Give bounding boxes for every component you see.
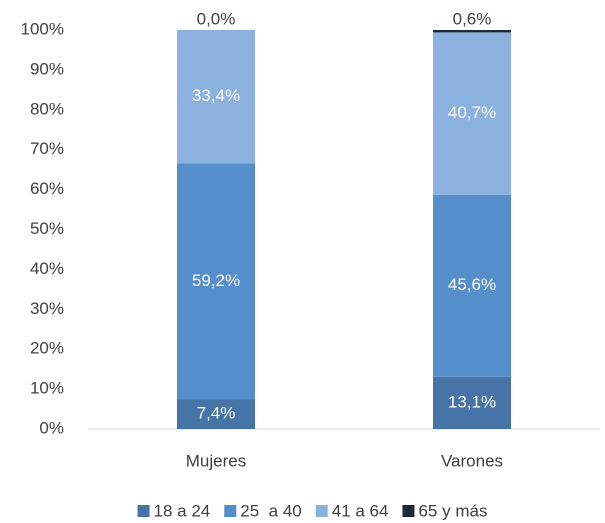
- value-label: 45,6%: [448, 275, 496, 294]
- bar-segment: [177, 399, 255, 429]
- bar-segment: [433, 32, 511, 195]
- bar-segment: [433, 194, 511, 377]
- x-tick-label: Varones: [441, 451, 503, 470]
- y-tick-label: 0%: [39, 418, 64, 437]
- y-tick-label: 60%: [30, 179, 64, 198]
- value-label: 59,2%: [192, 271, 240, 290]
- y-tick-label: 50%: [30, 219, 64, 238]
- y-tick-label: 100%: [21, 19, 64, 38]
- legend-swatch: [315, 505, 328, 517]
- bar-segment: [177, 163, 255, 400]
- legend-swatch: [137, 505, 150, 517]
- value-label: 0,6%: [453, 9, 492, 28]
- value-label: 33,4%: [192, 86, 240, 105]
- value-label: 40,7%: [448, 103, 496, 122]
- value-label: 7,4%: [197, 404, 236, 423]
- y-tick-label: 90%: [30, 59, 64, 78]
- legend-label: 25 a 40: [240, 501, 301, 520]
- y-tick-label: 10%: [30, 379, 64, 398]
- y-tick-label: 80%: [30, 99, 64, 118]
- y-tick-label: 40%: [30, 259, 64, 278]
- legend-label: 18 a 24: [154, 501, 211, 520]
- legend-swatch: [402, 505, 415, 517]
- legend-swatch: [224, 505, 237, 517]
- bar-segment: [177, 30, 255, 164]
- y-tick-label: 30%: [30, 299, 64, 318]
- value-label: 0,0%: [197, 9, 236, 28]
- x-tick-label: Mujeres: [186, 451, 246, 470]
- y-tick-label: 70%: [30, 139, 64, 158]
- y-tick-label: 20%: [30, 339, 64, 358]
- legend-label: 41 a 64: [332, 501, 389, 520]
- bar-segment: [433, 30, 511, 33]
- bar-segment: [433, 376, 511, 429]
- legend-label: 65 y más: [418, 501, 487, 520]
- value-label: 13,1%: [448, 392, 496, 411]
